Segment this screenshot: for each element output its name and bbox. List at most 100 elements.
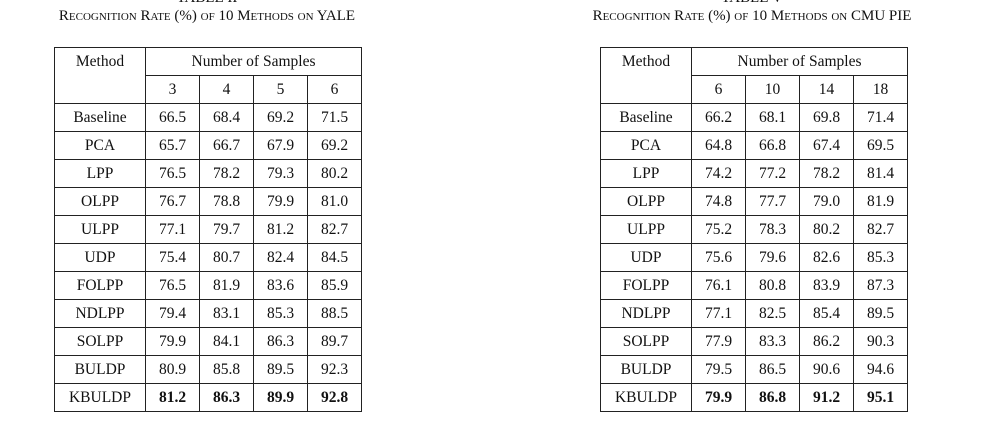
- header-cell: 18: [853, 75, 908, 104]
- value-cell: 91.2: [799, 383, 854, 412]
- value-cell: 69.8: [799, 103, 854, 132]
- value-cell: 88.5: [307, 299, 362, 328]
- table-row: BULDP 79.5 86.5 90.6 94.6: [600, 355, 908, 384]
- value-cell: 82.4: [253, 243, 308, 272]
- value-cell: 94.6: [853, 355, 908, 384]
- table-row: PCA 64.8 66.8 67.4 69.5: [600, 131, 908, 160]
- value-cell: 80.7: [199, 243, 254, 272]
- value-cell: 66.5: [145, 103, 200, 132]
- value-cell: 86.3: [253, 327, 308, 356]
- value-cell: 95.1: [853, 383, 908, 412]
- value-cell: 81.9: [853, 187, 908, 216]
- value-cell: 71.4: [853, 103, 908, 132]
- value-cell: 83.1: [199, 299, 254, 328]
- value-cell: 74.2: [691, 159, 746, 188]
- value-cell: 79.3: [253, 159, 308, 188]
- table-row: SOLPP 77.9 83.3 86.2 90.3: [600, 327, 908, 356]
- value-cell: 82.7: [853, 215, 908, 244]
- value-cell: 79.4: [145, 299, 200, 328]
- value-cell: 80.8: [745, 271, 800, 300]
- value-cell: 89.5: [253, 355, 308, 384]
- table-caption: Recognition Rate (%) of 10 Methods on CM…: [592, 8, 912, 24]
- header-row: Method Number of Samples: [600, 47, 908, 104]
- table-row: LPP 76.5 78.2 79.3 80.2: [54, 159, 362, 188]
- table-row: OLPP 74.8 77.7 79.0 81.9: [600, 187, 908, 216]
- value-cell: 79.9: [145, 327, 200, 356]
- value-cell: 81.0: [307, 187, 362, 216]
- value-cell: 79.6: [745, 243, 800, 272]
- method-cell: FOLPP: [54, 271, 146, 300]
- value-cell: 77.1: [145, 215, 200, 244]
- value-cell: 87.3: [853, 271, 908, 300]
- method-cell: LPP: [600, 159, 692, 188]
- value-cell: 86.8: [745, 383, 800, 412]
- value-cell: 92.3: [307, 355, 362, 384]
- value-cell: 77.9: [691, 327, 746, 356]
- value-cell: 82.5: [745, 299, 800, 328]
- value-cell: 69.2: [253, 103, 308, 132]
- method-cell: Baseline: [54, 103, 146, 132]
- table-row: OLPP 76.7 78.8 79.9 81.0: [54, 187, 362, 216]
- value-cell: 76.1: [691, 271, 746, 300]
- value-cell: 76.5: [145, 159, 200, 188]
- value-cell: 83.3: [745, 327, 800, 356]
- method-cell: KBULDP: [54, 383, 146, 412]
- value-cell: 67.9: [253, 131, 308, 160]
- method-cell: OLPP: [54, 187, 146, 216]
- table-row: LPP 74.2 77.2 78.2 81.4: [600, 159, 908, 188]
- value-cell: 67.4: [799, 131, 854, 160]
- method-cell: ULPP: [54, 215, 146, 244]
- table-row: UDP 75.4 80.7 82.4 84.5: [54, 243, 362, 272]
- table-row: FOLPP 76.1 80.8 83.9 87.3: [600, 271, 908, 300]
- method-cell: Baseline: [600, 103, 692, 132]
- value-cell: 80.2: [307, 159, 362, 188]
- value-cell: 77.7: [745, 187, 800, 216]
- value-cell: 79.7: [199, 215, 254, 244]
- table-row: NDLPP 79.4 83.1 85.3 88.5: [54, 299, 362, 328]
- header-cell: 5: [253, 75, 308, 104]
- header-cell: 6: [307, 75, 362, 104]
- header-cell: 6: [691, 75, 746, 104]
- value-cell: 81.2: [145, 383, 200, 412]
- value-cell: 66.2: [691, 103, 746, 132]
- header-cell: 3: [145, 75, 200, 104]
- method-cell: ULPP: [600, 215, 692, 244]
- value-cell: 78.2: [799, 159, 854, 188]
- method-cell: FOLPP: [600, 271, 692, 300]
- table-row: BULDP 80.9 85.8 89.5 92.3: [54, 355, 362, 384]
- value-cell: 85.9: [307, 271, 362, 300]
- header-cell: Method: [600, 47, 692, 104]
- value-cell: 68.1: [745, 103, 800, 132]
- value-cell: 78.8: [199, 187, 254, 216]
- table-row: SOLPP 79.9 84.1 86.3 89.7: [54, 327, 362, 356]
- value-cell: 90.3: [853, 327, 908, 356]
- value-cell: 69.5: [853, 131, 908, 160]
- table-row: NDLPP 77.1 82.5 85.4 89.5: [600, 299, 908, 328]
- value-cell: 78.3: [745, 215, 800, 244]
- value-cell: 85.8: [199, 355, 254, 384]
- value-cell: 77.1: [691, 299, 746, 328]
- method-cell: NDLPP: [600, 299, 692, 328]
- table-caption: Recognition Rate (%) of 10 Methods on YA…: [58, 8, 356, 24]
- method-cell: BULDP: [600, 355, 692, 384]
- value-cell: 75.4: [145, 243, 200, 272]
- value-cell: 89.7: [307, 327, 362, 356]
- value-cell: 85.4: [799, 299, 854, 328]
- value-cell: 80.2: [799, 215, 854, 244]
- method-cell: UDP: [600, 243, 692, 272]
- value-cell: 89.9: [253, 383, 308, 412]
- header-cell: Number of Samples: [145, 47, 362, 76]
- header-row: 6 10 14 18: [601, 75, 908, 104]
- table-row: KBULDP 79.9 86.8 91.2 95.1: [600, 383, 908, 412]
- value-cell: 84.5: [307, 243, 362, 272]
- value-cell: 81.2: [253, 215, 308, 244]
- value-cell: 68.4: [199, 103, 254, 132]
- value-cell: 86.3: [199, 383, 254, 412]
- table-row: UDP 75.6 79.6 82.6 85.3: [600, 243, 908, 272]
- value-cell: 89.5: [853, 299, 908, 328]
- method-cell: PCA: [54, 131, 146, 160]
- value-cell: 86.5: [745, 355, 800, 384]
- method-cell: NDLPP: [54, 299, 146, 328]
- value-cell: 79.5: [691, 355, 746, 384]
